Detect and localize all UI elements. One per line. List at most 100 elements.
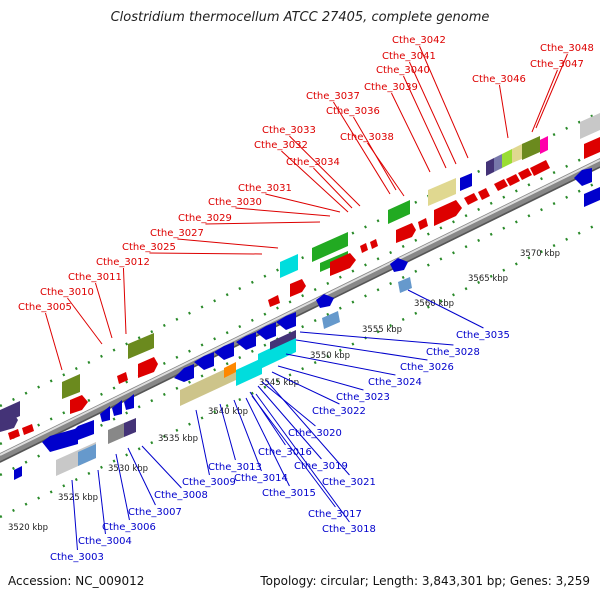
label-leader-line: [498, 84, 509, 139]
gene-feature: [540, 136, 548, 154]
upper-strand-genes: [0, 113, 600, 440]
gene-feature: [280, 254, 298, 278]
label-leader-line: [285, 353, 396, 376]
label-leader-line: [295, 339, 428, 361]
gene-label: Cthe_3048: [540, 43, 594, 54]
gene-feature: [256, 322, 276, 340]
label-leader-line: [281, 150, 349, 213]
gene-label: Cthe_3027: [150, 228, 204, 239]
kbp-tick-label: 3530 kbp: [108, 464, 148, 474]
gene-label: Cthe_3009: [182, 477, 236, 488]
gene-label: Cthe_3037: [306, 91, 360, 102]
gene-feature: [174, 364, 194, 382]
gene-feature: [236, 332, 256, 350]
gene-label: Cthe_3032: [254, 140, 308, 151]
gene-feature: [530, 160, 550, 176]
accession-label: Accession: NC_009012: [8, 574, 145, 588]
gene-label: Cthe_3008: [154, 490, 208, 501]
label-leader-line: [127, 447, 156, 506]
label-leader-line: [71, 479, 78, 551]
gene-feature: [112, 400, 122, 416]
label-leader-line: [255, 393, 350, 523]
gene-label: Cthe_3026: [400, 362, 454, 373]
label-leader-line: [177, 238, 279, 249]
gene-feature: [100, 406, 110, 422]
gene-label: Cthe_3039: [364, 82, 418, 93]
gene-label: Cthe_3031: [238, 183, 292, 194]
label-leader-line: [531, 69, 558, 133]
gene-feature: [117, 372, 128, 384]
gene-label: Cthe_3021: [322, 477, 376, 488]
gene-feature: [396, 223, 416, 243]
gene-feature: [502, 149, 512, 168]
gene-feature: [428, 178, 456, 206]
gene-feature: [8, 429, 20, 440]
upper-gene-labels: Cthe_3005 Cthe_3010 Cthe_3011 Cthe_3012 Cthe…: [18, 35, 594, 371]
gene-label: Cthe_3016: [258, 447, 312, 458]
gene-feature: [128, 333, 154, 359]
label-leader-line: [299, 331, 454, 346]
gene-feature: [14, 466, 22, 480]
lower-strand-genes: [0, 168, 600, 480]
gene-label: Cthe_3010: [40, 287, 94, 298]
gene-feature: [464, 193, 478, 205]
gene-feature: [224, 362, 236, 378]
kbp-tick-label: 3565 kbp: [468, 274, 508, 284]
label-leader-line: [353, 116, 397, 191]
gene-feature: [494, 179, 508, 191]
gene-feature: [180, 364, 236, 406]
gene-feature: [360, 243, 368, 253]
gene-feature: [506, 174, 520, 186]
kbp-scale: 3520 kbp 3525 kbp 3530 kbp 3535 kbp 3540 kbp…: [8, 249, 560, 533]
label-leader-line: [245, 397, 290, 487]
gene-feature: [522, 136, 540, 160]
gene-label: Cthe_3034: [286, 157, 340, 168]
label-leader-line: [67, 297, 103, 345]
gene-label: Cthe_3025: [122, 242, 176, 253]
gene-label: Cthe_3022: [312, 406, 366, 417]
gene-label: Cthe_3042: [392, 35, 446, 46]
gene-feature: [108, 423, 124, 444]
label-leader-line: [271, 371, 340, 405]
gene-feature: [78, 444, 96, 466]
label-leader-line: [265, 193, 341, 213]
gene-feature: [370, 239, 378, 249]
gene-feature: [434, 200, 462, 226]
gene-feature: [236, 358, 262, 386]
gene-feature: [268, 295, 280, 307]
gene-feature: [486, 158, 494, 176]
genome-summary: Topology: circular; Length: 3,843,301 bp…: [260, 574, 590, 588]
gene-feature: [580, 113, 600, 139]
label-leader-line: [265, 379, 350, 476]
gene-feature: [322, 311, 340, 329]
label-leader-line: [195, 409, 210, 476]
backbone-shadow: [0, 166, 600, 463]
label-leader-line: [408, 61, 457, 165]
kbp-tick-label: 3550 kbp: [310, 351, 350, 361]
label-leader-line: [277, 365, 364, 391]
label-leader-line: [289, 135, 361, 207]
gene-feature: [62, 374, 80, 399]
label-leader-line: [251, 395, 336, 508]
gene-feature: [290, 279, 306, 297]
kbp-tick-label: 3535 kbp: [158, 434, 198, 444]
gene-feature: [258, 336, 296, 370]
gene-label: Cthe_3040: [376, 65, 430, 76]
gene-feature: [0, 401, 20, 425]
label-leader-line: [535, 53, 568, 129]
gene-label: Cthe_3017: [308, 509, 362, 520]
gene-label: Cthe_3018: [322, 524, 376, 535]
gene-feature: [276, 312, 296, 330]
gene-label: Cthe_3013: [208, 462, 262, 473]
gene-label: Cthe_3012: [96, 257, 150, 268]
gene-feature: [124, 394, 134, 410]
lower-gene-labels: Cthe_3003 Cthe_3004 Cthe_3006 Cthe_3007 Cthe…: [50, 289, 510, 563]
gene-feature: [518, 168, 532, 180]
gene-feature: [460, 173, 472, 191]
gene-feature: [316, 294, 334, 308]
gene-feature: [574, 168, 592, 186]
gene-label: Cthe_3029: [178, 213, 232, 224]
gene-label: Cthe_3019: [294, 461, 348, 472]
gene-label: Cthe_3036: [326, 106, 380, 117]
gene-label: Cthe_3030: [208, 197, 262, 208]
